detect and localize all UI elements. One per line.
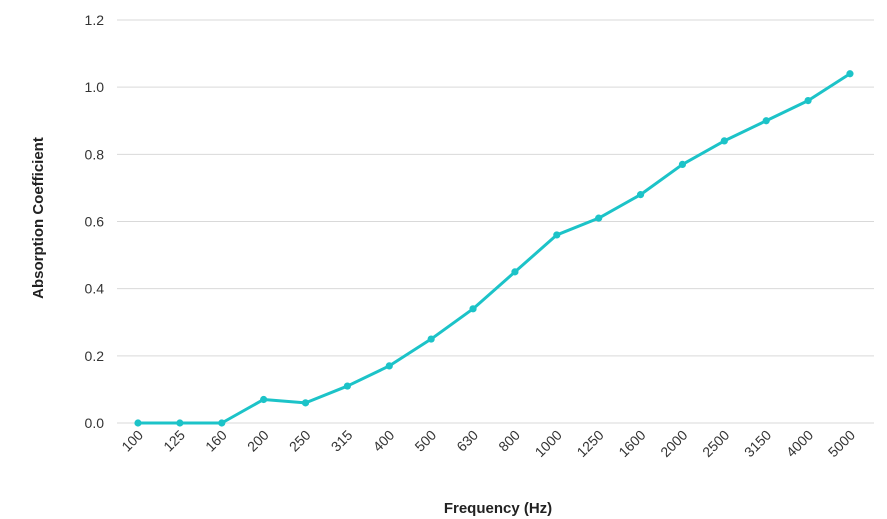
data-point xyxy=(218,419,226,427)
x-tick-label: 5000 xyxy=(825,427,858,460)
x-tick-label: 1600 xyxy=(615,427,648,460)
x-tick-label: 2000 xyxy=(657,427,690,460)
y-tick-label: 0.2 xyxy=(85,348,105,364)
data-point xyxy=(134,419,142,427)
x-axis-ticks: 100 125 160 200 250 315 400 500 630 800 1000 1250 16… xyxy=(118,427,858,460)
data-point xyxy=(343,382,351,390)
x-tick-label: 3150 xyxy=(741,427,774,460)
x-tick-label: 200 xyxy=(244,427,272,455)
x-tick-label: 800 xyxy=(495,427,523,455)
data-point xyxy=(385,362,393,370)
data-point xyxy=(846,70,854,78)
data-point xyxy=(260,395,268,404)
data-point xyxy=(762,117,770,125)
data-point xyxy=(427,335,435,343)
y-tick-label: 1.2 xyxy=(85,12,105,28)
x-tick-label: 125 xyxy=(160,427,188,455)
data-point xyxy=(595,214,603,222)
x-tick-label: 315 xyxy=(328,427,356,455)
y-tick-label: 0.8 xyxy=(85,146,105,162)
data-point xyxy=(469,305,477,313)
y-axis-ticks: 0.0 0.2 0.4 0.6 0.8 1.0 1.2 xyxy=(85,12,105,431)
series-line xyxy=(136,72,852,425)
data-point xyxy=(678,160,687,169)
x-tick-label: 100 xyxy=(118,427,146,455)
x-axis-title: Frequency (Hz) xyxy=(444,500,552,517)
x-tick-label: 4000 xyxy=(783,427,816,460)
x-tick-label: 1000 xyxy=(532,427,565,460)
x-tick-label: 400 xyxy=(370,427,398,455)
y-tick-label: 0.0 xyxy=(85,415,105,431)
y-axis-title: Absorption Coefficient xyxy=(30,137,47,299)
data-point xyxy=(720,137,728,145)
data-point xyxy=(176,419,184,427)
y-tick-label: 1.0 xyxy=(85,79,105,95)
series-layer xyxy=(134,70,854,427)
y-tick-label: 0.4 xyxy=(85,281,105,297)
data-point xyxy=(511,268,519,276)
gridlines xyxy=(117,19,874,424)
x-tick-label: 160 xyxy=(202,427,230,455)
y-tick-label: 0.6 xyxy=(85,214,105,230)
x-tick-label: 630 xyxy=(453,427,481,455)
x-tick-label: 500 xyxy=(411,427,439,455)
x-tick-label: 2500 xyxy=(699,427,732,460)
data-point xyxy=(301,399,310,407)
data-point xyxy=(553,231,561,239)
data-point xyxy=(804,97,812,105)
x-tick-label: 1250 xyxy=(573,427,606,460)
data-point xyxy=(636,191,645,199)
x-tick-label: 250 xyxy=(286,427,314,455)
